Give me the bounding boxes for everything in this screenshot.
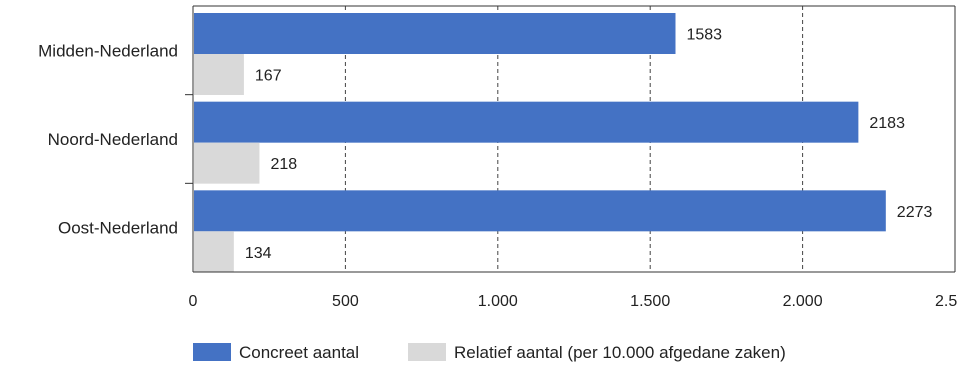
legend: Concreet aantal Relatief aantal (per 10.0… <box>193 343 786 362</box>
category-label-2: Oost-Nederland <box>58 219 178 238</box>
data-label-0-1: 2183 <box>869 115 905 132</box>
bars <box>194 13 886 273</box>
legend-swatch-1 <box>408 343 446 361</box>
data-label-0-2: 2273 <box>897 204 933 221</box>
data-label-1-2: 134 <box>245 245 272 262</box>
x-tick-label-0: 0 <box>189 293 198 310</box>
bar-concreet-1 <box>194 101 859 143</box>
bar-relatief-2 <box>194 231 234 273</box>
labels: 0 500 1.000 1.500 2.000 2.500 1583 167 Midden-Ne… <box>38 27 957 311</box>
data-label-1-1: 218 <box>270 156 297 173</box>
x-tick-label-5: 2.500 <box>935 293 957 310</box>
bar-concreet-2 <box>194 190 886 232</box>
category-label-0: Midden-Nederland <box>38 41 178 60</box>
data-label-0-0: 1583 <box>686 27 722 44</box>
bar-relatief-1 <box>194 142 260 184</box>
legend-swatch-0 <box>193 343 231 361</box>
legend-label-0: Concreet aantal <box>239 343 359 362</box>
data-label-1-0: 167 <box>255 68 282 85</box>
x-tick-label-1: 500 <box>332 293 359 310</box>
x-tick-label-2: 1.000 <box>478 293 518 310</box>
category-label-1: Noord-Nederland <box>48 130 178 149</box>
x-tick-label-3: 1.500 <box>630 293 670 310</box>
axes <box>185 5 956 273</box>
x-tick-label-4: 2.000 <box>783 293 823 310</box>
legend-label-1: Relatief aantal (per 10.000 afgedane zak… <box>454 343 786 362</box>
bar-relatief-0 <box>194 54 244 95</box>
bar-concreet-0 <box>194 13 676 54</box>
